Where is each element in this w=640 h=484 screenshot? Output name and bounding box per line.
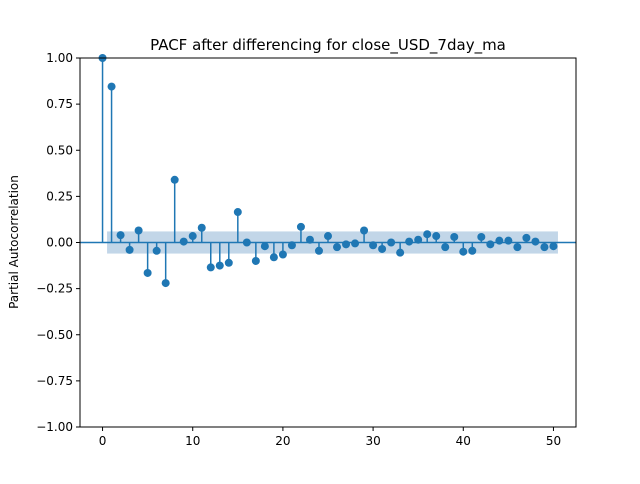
stem-marker-lag-33: [396, 248, 405, 257]
x-tick-label: 50: [546, 434, 561, 448]
x-tick-label: 20: [275, 434, 290, 448]
stem-marker-lag-4: [134, 226, 143, 235]
x-tick-label: 10: [185, 434, 200, 448]
stem-marker-lag-7: [161, 279, 170, 288]
y-tick-label: −1.00: [36, 420, 73, 434]
stem-marker-lag-30: [369, 241, 378, 250]
stem-marker-lag-31: [378, 244, 387, 253]
stem-marker-lag-18: [260, 242, 269, 251]
stem-marker-lag-41: [468, 246, 477, 255]
stem-marker-lag-49: [540, 243, 549, 252]
y-tick-label: 0.50: [46, 143, 73, 157]
x-tick-label: 30: [365, 434, 380, 448]
y-tick-label: −0.75: [36, 374, 73, 388]
stem-marker-lag-46: [513, 243, 522, 252]
chart-title: PACF after differencing for close_USD_7d…: [150, 36, 506, 55]
y-tick-label: 1.00: [46, 51, 73, 65]
axes-layer: −1.00 −0.75 −0.50 −0.25 0.00 0.25 0.50 0.75 1.00…: [36, 51, 577, 448]
stem-marker-lag-42: [477, 232, 486, 241]
stem-marker-lag-32: [387, 238, 396, 247]
stem-marker-lag-40: [459, 247, 468, 256]
stem-marker-lag-3: [125, 245, 134, 254]
y-axis-label: Partial Autocorrelation: [7, 175, 21, 309]
stem-marker-lag-21: [287, 241, 296, 250]
stem-marker-lag-23: [305, 235, 314, 244]
stem-marker-lag-27: [342, 240, 351, 249]
stem-marker-lag-47: [522, 233, 531, 242]
stem-marker-lag-17: [251, 256, 260, 265]
stem-marker-lag-16: [242, 238, 251, 247]
stem-marker-lag-43: [486, 240, 495, 249]
x-tick-label: 0: [99, 434, 107, 448]
y-tick-label: 0.25: [46, 189, 73, 203]
stem-marker-lag-24: [314, 246, 323, 255]
stem-marker-lag-2: [116, 231, 125, 240]
stem-marker-lag-44: [495, 236, 504, 245]
stem-marker-lag-11: [197, 223, 206, 232]
x-tick-label: 40: [456, 434, 471, 448]
stem-marker-lag-26: [333, 243, 342, 252]
stem-marker-lag-22: [296, 222, 305, 231]
stem-marker-lag-13: [215, 261, 224, 270]
stem-marker-lag-29: [360, 226, 369, 235]
stem-marker-lag-10: [188, 232, 197, 241]
stem-marker-lag-36: [423, 230, 432, 239]
y-tick-label: −0.25: [36, 282, 73, 296]
stem-layer: [80, 54, 576, 288]
stem-marker-lag-15: [233, 208, 242, 217]
stem-marker-lag-19: [269, 253, 278, 262]
stem-marker-lag-38: [441, 243, 450, 252]
y-tick-label: 0.00: [46, 236, 73, 250]
stem-marker-lag-5: [143, 268, 152, 277]
stem-marker-lag-48: [531, 237, 540, 246]
y-tick-label: 0.75: [46, 97, 73, 111]
stem-marker-lag-37: [432, 232, 441, 241]
stem-marker-lag-1: [107, 82, 116, 91]
stem-marker-lag-50: [549, 242, 558, 251]
stem-marker-lag-34: [405, 237, 414, 246]
stem-marker-lag-35: [414, 235, 423, 244]
stem-marker-lag-6: [152, 246, 161, 255]
stem-marker-lag-14: [224, 258, 233, 267]
y-tick-label: −0.50: [36, 328, 73, 342]
stem-marker-lag-20: [278, 250, 287, 259]
stem-marker-lag-39: [450, 232, 459, 241]
stem-marker-lag-8: [170, 175, 179, 184]
stem-marker-lag-12: [206, 263, 215, 272]
stem-marker-lag-28: [351, 239, 360, 248]
stem-marker-lag-25: [324, 232, 332, 241]
stem-marker-lag-45: [504, 236, 513, 245]
stem-marker-lag-9: [179, 237, 188, 246]
